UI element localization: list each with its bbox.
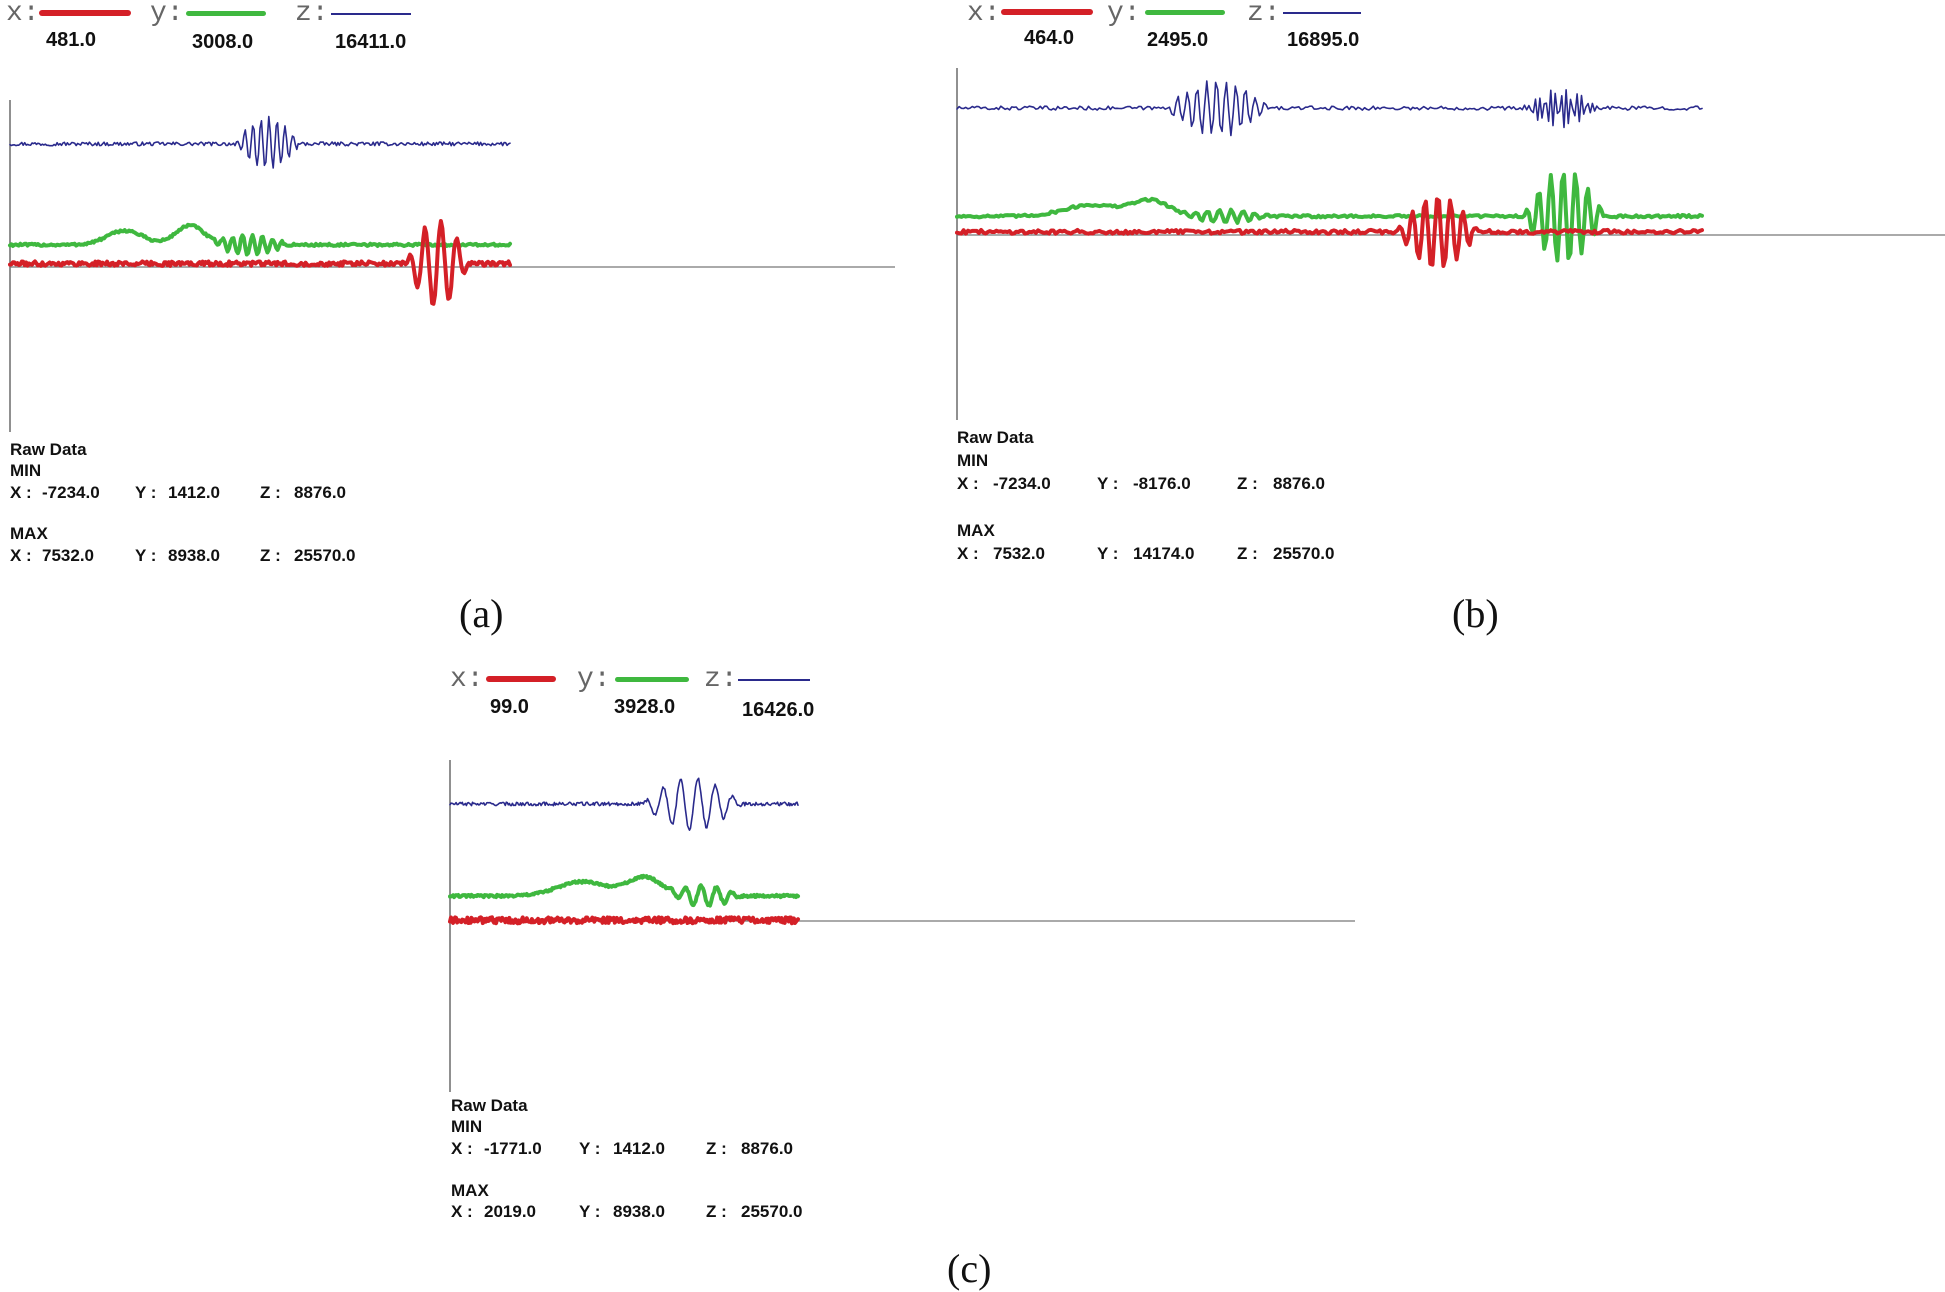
legend-z-key: z: [1247, 0, 1281, 29]
legend-y-line [1145, 10, 1225, 15]
legend-y-line [186, 11, 266, 16]
series-x-line [955, 197, 1704, 268]
legend-y-key: y: [577, 664, 611, 695]
stat-min-y-axis: Y : [1097, 474, 1119, 493]
legend-x-value: 481.0 [46, 29, 97, 51]
stat-max-z-axis: Z : [706, 1202, 727, 1221]
stat-min-y-axis: Y : [579, 1139, 601, 1158]
series-y-line [448, 873, 800, 908]
legend-z-line [1283, 12, 1361, 14]
stats-max-label: MAX [10, 524, 48, 543]
stat-min-x-axis: X : [451, 1139, 473, 1158]
series-y-line [955, 172, 1704, 263]
stat-min-z-value: 8876.0 [741, 1139, 793, 1158]
legend-x-line [486, 676, 556, 682]
stat-max-z-value: 25570.0 [1273, 544, 1335, 563]
plot-area [448, 760, 1355, 1092]
legend-z-line [738, 679, 810, 681]
stat-max-z-axis: Z : [260, 546, 281, 565]
legend-y-value: 2495.0 [1147, 29, 1209, 51]
legend-x-key: x: [967, 0, 1001, 29]
series-x-line [8, 219, 512, 306]
plot-area [8, 100, 895, 432]
stat-max-z-axis: Z : [1237, 544, 1258, 563]
stats-max-label: MAX [451, 1181, 489, 1200]
stat-max-x-axis: X : [10, 546, 32, 565]
chart-panel-b: x: 464.0 y: 2495.0 z: 16895.0 Raw Data M… [947, 0, 1945, 600]
series-z-line [9, 115, 511, 169]
stat-min-z-axis: Z : [1237, 474, 1258, 493]
plot-area [955, 68, 1945, 420]
stat-max-y-value: 14174.0 [1133, 544, 1195, 563]
stat-max-x-axis: X : [957, 544, 979, 563]
stat-max-y-axis: Y : [1097, 544, 1119, 563]
stat-min-z-axis: Z : [706, 1139, 727, 1158]
legend-z-key: z: [704, 664, 738, 695]
stat-min-z-value: 8876.0 [1273, 474, 1325, 493]
legend-z-key: z: [295, 0, 329, 29]
stat-min-x-value: -1771.0 [484, 1139, 542, 1158]
stats-min-label: MIN [10, 461, 42, 480]
stats-max-label: MAX [957, 521, 995, 540]
stat-max-x-value: 7532.0 [42, 546, 94, 565]
series-z-line [956, 80, 1703, 137]
legend-x-key: x: [6, 0, 40, 29]
chart-panel-c: x: 99.0 y: 3928.0 z: 16426.0 Raw Data MI… [440, 660, 1400, 1240]
stat-max-x-axis: X : [451, 1202, 473, 1221]
stat-max-z-value: 25570.0 [741, 1202, 803, 1221]
legend-x-line [1001, 9, 1093, 15]
stat-max-y-axis: Y : [579, 1202, 601, 1221]
legend-x-value: 99.0 [490, 696, 529, 718]
series-z-line [449, 777, 799, 831]
legend-y-key: y: [150, 0, 184, 29]
legend-x-key: x: [450, 664, 484, 695]
stat-min-x-axis: X : [10, 483, 32, 502]
legend-y-key: y: [1107, 0, 1141, 29]
legend-z-value: 16895.0 [1287, 29, 1360, 51]
legend-y-value: 3928.0 [614, 696, 676, 718]
stat-max-x-value: 2019.0 [484, 1202, 536, 1221]
stats-title: Raw Data [451, 1096, 528, 1115]
series-y-line [8, 222, 512, 257]
stat-min-y-value: -8176.0 [1133, 474, 1191, 493]
stat-min-y-axis: Y : [135, 483, 157, 502]
chart-panel-a: x: 481.0 y: 3008.0 z: 16411.0 Raw Data M… [0, 0, 900, 600]
caption-b: (b) [1452, 591, 1499, 636]
stats-min-label: MIN [451, 1117, 483, 1136]
stat-max-z-value: 25570.0 [294, 546, 356, 565]
stat-min-z-value: 8876.0 [294, 483, 346, 502]
stats-min-label: MIN [957, 451, 989, 470]
stat-min-x-axis: X : [957, 474, 979, 493]
legend-z-value: 16426.0 [742, 699, 815, 721]
stat-min-x-value: -7234.0 [42, 483, 100, 502]
stat-max-y-value: 8938.0 [613, 1202, 665, 1221]
legend-y-line [615, 677, 689, 682]
caption-c: (c) [947, 1246, 992, 1291]
legend-x-value: 464.0 [1024, 27, 1075, 49]
series-x-line [448, 915, 800, 926]
stat-max-x-value: 7532.0 [993, 544, 1045, 563]
stat-min-z-axis: Z : [260, 483, 281, 502]
stat-min-y-value: 1412.0 [168, 483, 220, 502]
legend-z-line [331, 13, 411, 15]
stats-title: Raw Data [10, 440, 87, 459]
legend-x-line [39, 10, 131, 16]
stat-max-y-value: 8938.0 [168, 546, 220, 565]
stats-title: Raw Data [957, 428, 1034, 447]
legend-z-value: 16411.0 [335, 31, 407, 53]
caption-a: (a) [459, 591, 504, 636]
stat-min-x-value: -7234.0 [993, 474, 1051, 493]
stat-max-y-axis: Y : [135, 546, 157, 565]
stat-min-y-value: 1412.0 [613, 1139, 665, 1158]
legend-y-value: 3008.0 [192, 31, 254, 53]
